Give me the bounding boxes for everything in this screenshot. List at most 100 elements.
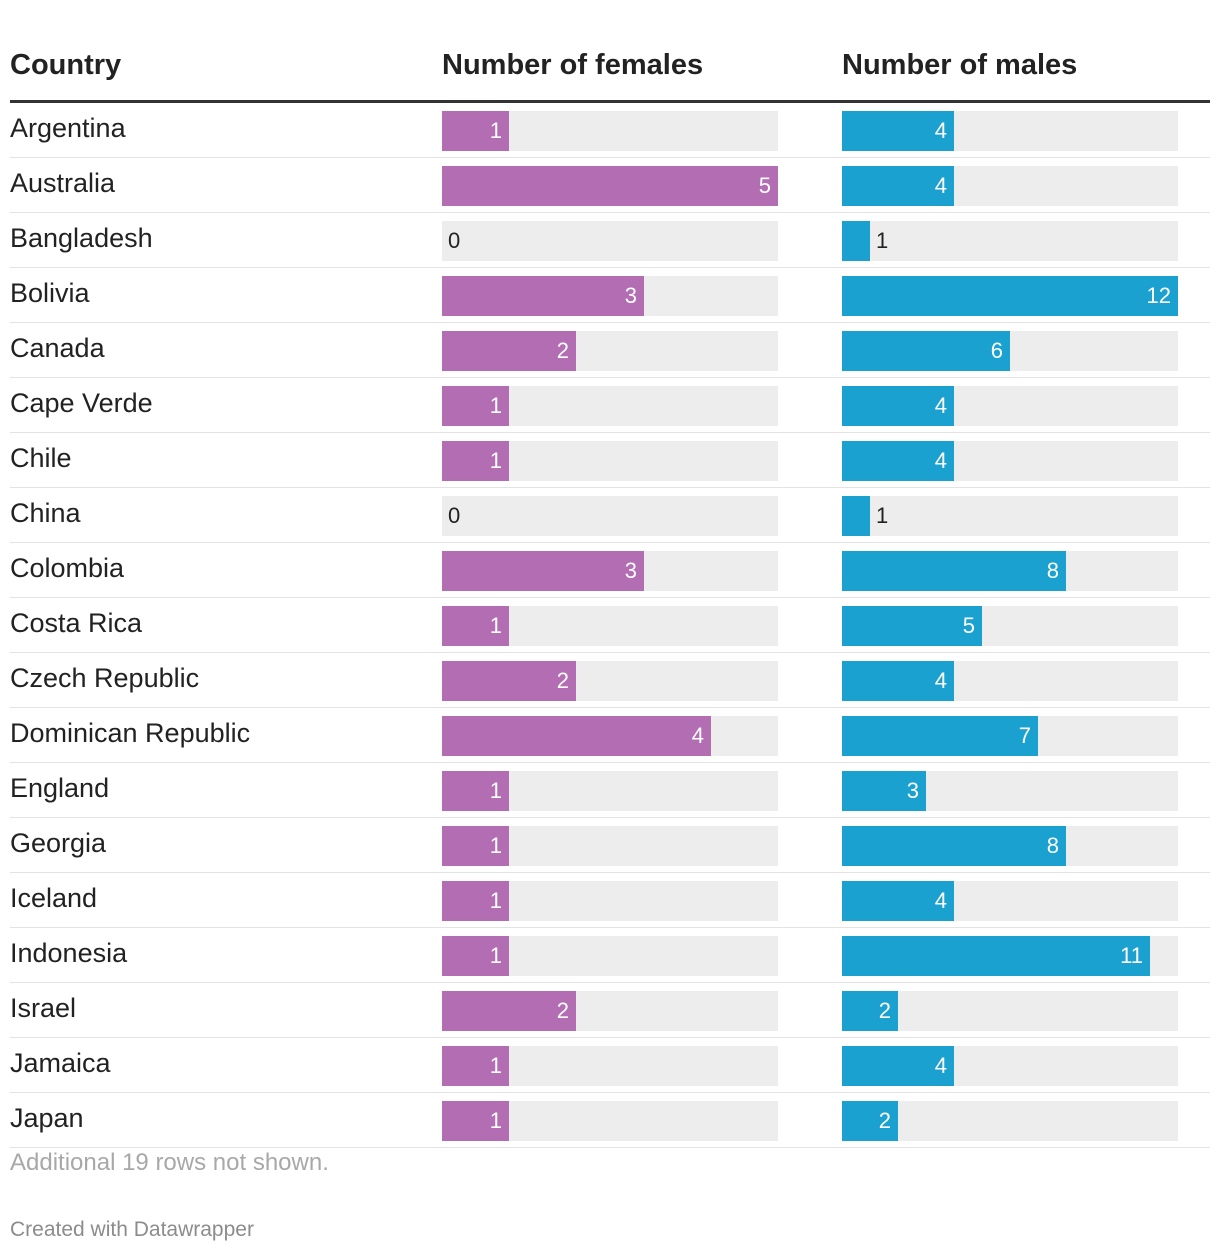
table-row: Bolivia 3 12 (10, 268, 1210, 323)
females-bar (442, 166, 778, 206)
males-bar-track: 4 (842, 441, 1178, 481)
males-bar (842, 331, 1010, 371)
table-row: Israel 2 2 (10, 983, 1210, 1038)
country-name: Indonesia (10, 938, 128, 968)
females-bar (442, 1046, 509, 1086)
table-row: Jamaica 1 4 (10, 1038, 1210, 1093)
females-bar-track: 2 (442, 331, 778, 371)
males-bar (842, 1101, 898, 1141)
males-value-label: 7 (1018, 723, 1031, 748)
females-bar-track: 1 (442, 826, 778, 866)
males-bar-track: 4 (842, 386, 1178, 426)
males-bar (842, 111, 954, 151)
females-value-label: 1 (489, 943, 502, 968)
females-value-label: 2 (556, 668, 569, 693)
males-bar (842, 166, 954, 206)
males-value-label: 2 (878, 1108, 891, 1133)
females-bar-track: 1 (442, 1046, 778, 1086)
females-value-label: 1 (489, 613, 502, 638)
header-males[interactable]: Number of males (842, 49, 1078, 81)
males-value-label: 3 (906, 778, 919, 803)
males-bar (842, 991, 898, 1031)
males-bar (842, 551, 1066, 591)
header-country[interactable]: Country (10, 49, 122, 81)
males-bar-track: 4 (842, 661, 1178, 701)
females-value-label: 1 (489, 1108, 502, 1133)
females-bar (442, 881, 509, 921)
females-bar-track: 0 (442, 221, 778, 261)
males-value-label: 2 (878, 998, 891, 1023)
country-name: Georgia (10, 828, 107, 858)
females-bar-track: 1 (442, 386, 778, 426)
females-value-label: 1 (489, 888, 502, 913)
males-bar-track: 12 (842, 276, 1178, 316)
table-header: Country Number of females Number of male… (10, 0, 1210, 103)
females-value-label: 4 (691, 723, 704, 748)
males-bar (842, 881, 954, 921)
country-name: Chile (10, 443, 72, 473)
females-bar-track: 0 (442, 496, 778, 536)
females-value-label: 1 (489, 833, 502, 858)
males-bar-track: 6 (842, 331, 1178, 371)
females-bar-track: 3 (442, 276, 778, 316)
country-name: Cape Verde (10, 388, 153, 418)
females-bar (442, 551, 644, 591)
males-bar-track: 1 (842, 221, 1178, 261)
males-bar (842, 936, 1150, 976)
country-name: Argentina (10, 113, 126, 143)
females-bar-track: 4 (442, 716, 778, 756)
datawrapper-credit: Created with Datawrapper (10, 1218, 254, 1241)
males-value-label: 12 (1146, 283, 1171, 308)
females-bar (442, 826, 509, 866)
males-bar (842, 221, 870, 261)
females-bar-track: 5 (442, 166, 778, 206)
females-bar-track: 1 (442, 771, 778, 811)
header-females[interactable]: Number of females (442, 49, 704, 81)
country-name: Canada (10, 333, 105, 363)
country-name: Jamaica (10, 1048, 111, 1078)
females-bar-track: 2 (442, 661, 778, 701)
males-value-label: 6 (990, 338, 1003, 363)
males-bar (842, 276, 1178, 316)
data-table: Country Number of females Number of male… (10, 0, 1210, 1148)
males-value-label: 1 (876, 503, 889, 528)
table-row: Japan 1 2 (10, 1093, 1210, 1148)
males-bar-track: 4 (842, 881, 1178, 921)
females-bar (442, 276, 644, 316)
females-value-label: 5 (758, 173, 771, 198)
males-bar (842, 661, 954, 701)
females-value-label: 1 (489, 118, 502, 143)
country-name: Japan (10, 1103, 84, 1133)
females-value-label: 1 (489, 778, 502, 803)
males-value-label: 4 (934, 448, 947, 473)
table-body: Argentina 1 4 Australia 5 4 Bangladesh 0 1 Bolivi… (10, 103, 1210, 1148)
table-row: Indonesia 1 11 (10, 928, 1210, 983)
country-name: Israel (10, 993, 77, 1023)
males-bar-track: 4 (842, 111, 1178, 151)
country-name: Costa Rica (10, 608, 143, 638)
females-bar (442, 771, 509, 811)
males-bar-track: 5 (842, 606, 1178, 646)
table-row: Colombia 3 8 (10, 543, 1210, 598)
females-value-label: 0 (448, 503, 461, 528)
country-name: Bolivia (10, 278, 90, 308)
females-value-label: 1 (489, 448, 502, 473)
males-bar-track: 3 (842, 771, 1178, 811)
females-bar (442, 936, 509, 976)
males-bar (842, 1046, 954, 1086)
males-bar (842, 826, 1066, 866)
females-bar-track: 1 (442, 441, 778, 481)
males-value-label: 4 (934, 888, 947, 913)
country-name: China (10, 498, 81, 528)
females-bar (442, 331, 576, 371)
table-row: China 0 1 (10, 488, 1210, 543)
females-bar-track: 1 (442, 606, 778, 646)
table-row: Costa Rica 1 5 (10, 598, 1210, 653)
females-bar-track: 2 (442, 991, 778, 1031)
females-value-label: 1 (489, 393, 502, 418)
females-bar (442, 606, 509, 646)
females-bar-track: 1 (442, 111, 778, 151)
rows-not-shown-note: Additional 19 rows not shown. (10, 1149, 329, 1176)
males-value-label: 4 (934, 1053, 947, 1078)
males-value-label: 4 (934, 393, 947, 418)
